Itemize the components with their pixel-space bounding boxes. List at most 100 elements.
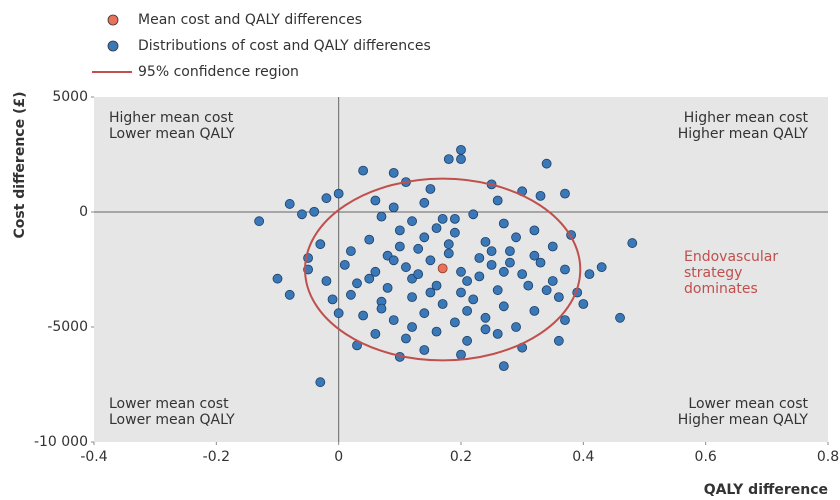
data-point	[333, 188, 344, 199]
data-point	[407, 216, 417, 227]
data-point	[437, 299, 448, 309]
data-point	[339, 259, 350, 270]
quadrant-label: Lower mean QALY	[109, 412, 235, 428]
data-point	[547, 241, 558, 252]
data-point	[615, 312, 625, 323]
data-point	[437, 213, 448, 224]
data-point	[419, 345, 430, 355]
data-point	[449, 213, 460, 224]
data-point	[419, 308, 430, 319]
data-point	[297, 209, 307, 220]
data-point	[449, 317, 460, 328]
data-point	[407, 322, 417, 332]
data-point	[511, 322, 521, 332]
data-point	[352, 278, 362, 289]
confidence-region	[304, 177, 582, 362]
x-tick-label: -0.4	[80, 449, 107, 465]
data-point	[358, 310, 369, 321]
y-axis-title: Cost difference (£)	[12, 91, 28, 238]
data-point	[443, 239, 454, 250]
data-point	[425, 287, 436, 298]
data-point	[370, 195, 381, 206]
data-point	[547, 276, 558, 286]
data-point	[541, 285, 552, 296]
data-point	[327, 294, 338, 305]
data-point	[345, 246, 356, 257]
data-point	[486, 259, 497, 270]
data-point	[468, 294, 479, 305]
data-point	[419, 197, 430, 208]
data-point	[529, 305, 540, 316]
x-axis-title: QALY difference	[704, 482, 828, 498]
data-point	[345, 289, 356, 300]
data-point	[364, 234, 375, 245]
y-tick-label: -10 000	[34, 434, 88, 450]
data-point	[456, 144, 466, 155]
data-point	[425, 184, 436, 194]
data-point	[511, 232, 521, 243]
data-point	[284, 289, 295, 300]
data-point	[596, 262, 607, 273]
mean-point	[437, 263, 448, 274]
x-tick-label: 0.8	[817, 449, 839, 465]
data-point	[535, 190, 546, 201]
data-point	[315, 377, 326, 388]
data-point	[529, 250, 540, 261]
data-point	[578, 299, 589, 309]
legend-marker	[107, 14, 119, 26]
data-point	[474, 271, 485, 282]
data-point	[407, 292, 417, 303]
data-point	[431, 223, 442, 234]
data-point	[425, 255, 436, 266]
legend-label: Distributions of cost and QALY differenc…	[138, 38, 431, 54]
data-point	[480, 312, 491, 323]
data-point	[443, 248, 454, 259]
x-tick-label: 0.6	[695, 449, 717, 465]
quadrant-label: Lower mean cost	[109, 396, 229, 412]
data-point	[321, 193, 332, 204]
data-point	[401, 333, 411, 344]
data-point	[254, 216, 265, 227]
x-tick-label: 0	[334, 449, 343, 465]
data-point	[627, 238, 638, 248]
data-point	[498, 218, 509, 229]
data-point	[505, 246, 515, 257]
data-point	[333, 308, 344, 319]
data-point	[560, 188, 570, 199]
data-point	[272, 273, 283, 284]
data-point	[309, 206, 320, 217]
legend-marker	[107, 40, 119, 52]
data-point	[431, 280, 442, 291]
data-point	[492, 285, 503, 296]
quadrant-label: Higher mean QALY	[678, 412, 809, 428]
data-point	[492, 328, 503, 339]
data-point	[401, 262, 411, 273]
data-point	[456, 154, 466, 165]
data-point	[486, 246, 497, 257]
y-tick-label: 5000	[52, 89, 88, 105]
data-point	[449, 227, 460, 238]
quadrant-label: Lower mean QALY	[109, 126, 235, 142]
data-point	[462, 276, 473, 286]
quadrant-label: Higher mean cost	[684, 110, 809, 126]
annotation: dominates	[684, 281, 758, 297]
data-point	[498, 301, 509, 312]
data-point	[388, 202, 399, 213]
legend-label: Mean cost and QALY differences	[138, 12, 362, 28]
annotation: Endovascular	[684, 249, 778, 265]
data-point	[413, 269, 424, 280]
annotation: strategy	[684, 265, 742, 281]
data-point	[376, 211, 387, 222]
data-point	[584, 269, 595, 280]
data-point	[529, 225, 540, 236]
data-point	[358, 165, 369, 176]
data-point	[553, 335, 564, 346]
data-point	[462, 305, 473, 316]
y-tick-label: -5000	[47, 319, 88, 335]
data-point	[284, 199, 295, 209]
x-tick-label: 0.2	[450, 449, 472, 465]
data-point	[456, 349, 466, 360]
data-point	[560, 315, 570, 326]
data-point	[321, 276, 332, 286]
data-point	[492, 195, 503, 206]
